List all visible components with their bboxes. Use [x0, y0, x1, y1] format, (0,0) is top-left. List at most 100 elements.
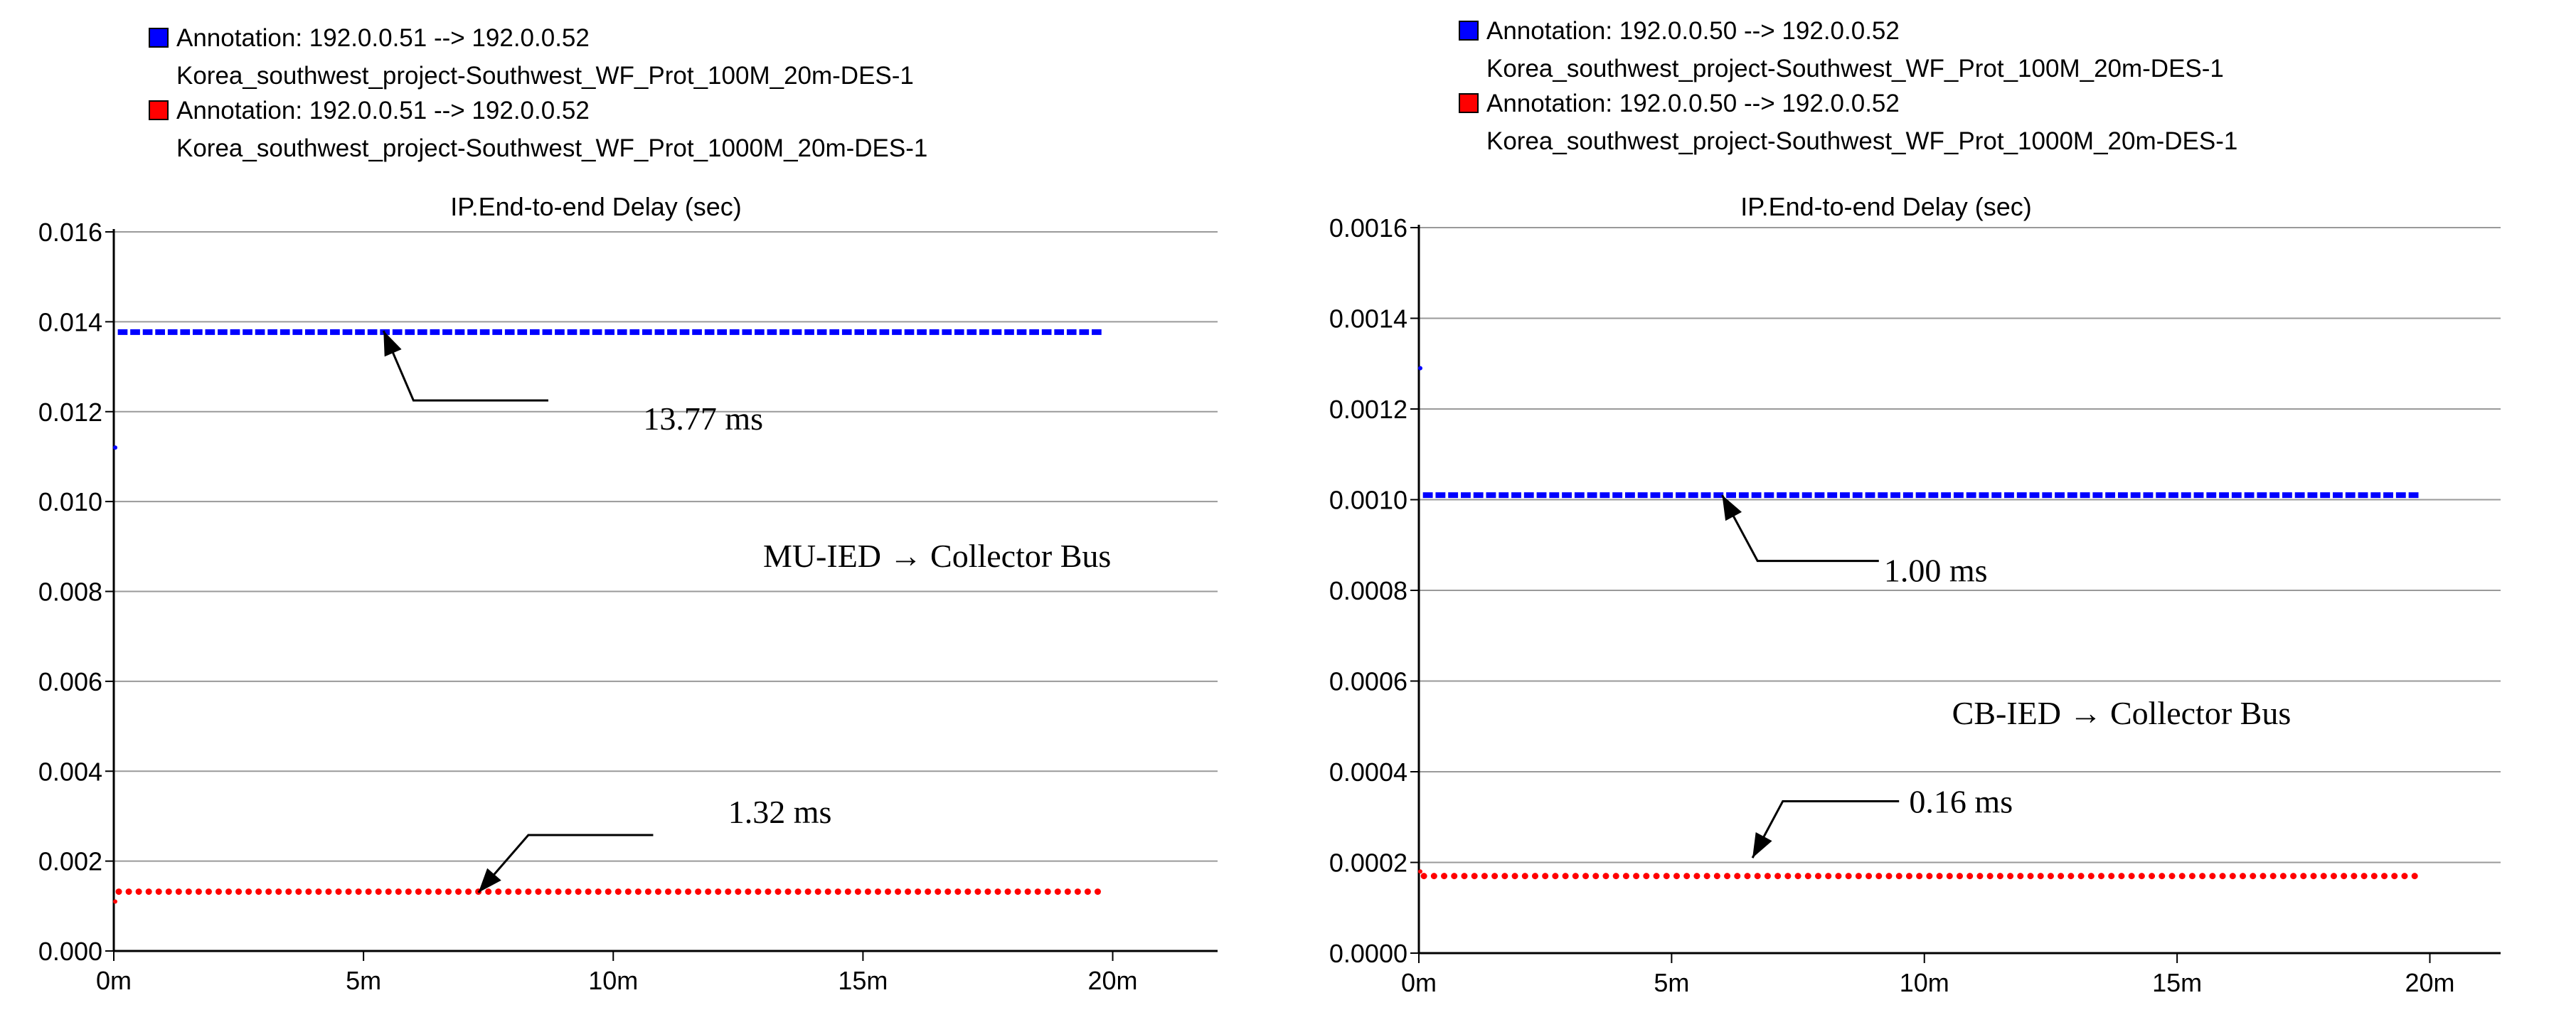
series-0-point	[1536, 492, 1547, 499]
series-1-point	[935, 888, 942, 896]
series-1-point	[365, 888, 372, 896]
series-1-point	[984, 888, 991, 896]
series-0-point	[442, 329, 452, 335]
series-0-point	[1827, 492, 1838, 499]
series-0-point	[1486, 492, 1496, 499]
series-1-point	[854, 888, 861, 896]
series-0-point	[829, 329, 840, 335]
series-prot-100m	[113, 329, 1102, 450]
series-1-point	[565, 888, 572, 896]
series-0-point	[2320, 492, 2331, 499]
series-1-point	[1875, 873, 1883, 880]
series-0-point	[130, 329, 140, 335]
series-1-point	[695, 888, 702, 896]
y-tick-label-0: 0.0000	[1329, 939, 1407, 968]
x-tick-label-1: 5m	[1654, 968, 1689, 997]
series-1-initial-point	[113, 899, 117, 904]
series-0-point	[2294, 492, 2305, 499]
series-0-point	[2016, 492, 2027, 499]
annotation-arrowhead-0	[1722, 495, 1742, 521]
series-1-point	[874, 888, 881, 896]
series-1-point	[844, 888, 851, 896]
series-1-point	[1814, 873, 1821, 880]
y-tick-label-8: 0.0016	[1329, 213, 1407, 243]
series-0-point	[467, 329, 477, 335]
series-0-point	[1054, 329, 1065, 335]
series-0-point	[2130, 492, 2141, 499]
series-0-point	[767, 329, 777, 335]
chart-mu-ied-delay: Annotation: 192.0.0.51 --> 192.0.0.52 Kor…	[38, 24, 1218, 995]
series-1-point	[1451, 873, 1458, 880]
series-1-point	[1713, 873, 1720, 880]
series-0-point	[1915, 492, 1926, 499]
series-0-point	[2244, 492, 2255, 499]
series-1-point	[1835, 873, 1842, 880]
series-0-point	[1789, 492, 1799, 499]
series-0-point	[867, 329, 877, 335]
y-tick-label-5: 0.0010	[1329, 486, 1407, 515]
series-1-point	[125, 888, 132, 896]
series-0-point	[1966, 492, 1976, 499]
series-0-point	[230, 329, 240, 335]
y-tick-label-4: 0.0008	[1329, 576, 1407, 605]
series-0-point	[2168, 492, 2178, 499]
series-0-point	[267, 329, 277, 335]
series-0-point	[1600, 492, 1610, 499]
series-1-point	[1552, 873, 1559, 880]
series-0-point	[854, 329, 865, 335]
series-0-point	[180, 329, 191, 335]
series-1-point	[2381, 873, 2388, 880]
series-1-point	[1044, 888, 1051, 896]
series-0-point	[1688, 492, 1698, 499]
series-prot-1000m	[113, 888, 1101, 904]
series-0-point	[1777, 492, 1787, 499]
series-0-point	[1751, 492, 1762, 499]
series-1-point	[1957, 873, 1963, 880]
y-tick-label-2: 0.004	[38, 757, 102, 786]
series-1-point	[1744, 873, 1751, 880]
series-1-point	[1441, 873, 1448, 880]
series-0-point	[2269, 492, 2280, 499]
series-1-point	[345, 888, 352, 896]
series-1-point	[1885, 873, 1893, 880]
y-tick-label-6: 0.0012	[1329, 395, 1407, 424]
series-0-point	[142, 329, 153, 335]
series-1-point	[2229, 873, 2236, 880]
series-1-point	[814, 888, 821, 896]
series-1-point	[275, 888, 282, 896]
series-0-point	[617, 329, 627, 335]
series-0-point	[1865, 492, 1875, 499]
series-1-point	[415, 888, 422, 896]
series-1-point	[2240, 873, 2247, 880]
y-tick-label-2: 0.0004	[1329, 758, 1407, 787]
series-1-point	[944, 888, 952, 896]
legend-entry-0-line2: Korea_southwest_project-Southwest_WF_Pro…	[1486, 55, 2224, 83]
series-1-point	[1521, 873, 1528, 880]
series-1-point	[1084, 888, 1091, 896]
chart-title: IP.End-to-end Delay (sec)	[1740, 192, 2032, 221]
series-0-point	[704, 329, 715, 335]
series-1-point	[1004, 888, 1011, 896]
series-1-point	[1024, 888, 1031, 896]
legend-swatch-0	[149, 28, 169, 48]
series-0-point	[1991, 492, 2002, 499]
series-0-point	[1549, 492, 1560, 499]
series-1-point	[2077, 873, 2085, 880]
series-0-point	[1448, 492, 1459, 499]
series-1-point	[1542, 873, 1549, 880]
series-0-point	[1663, 492, 1673, 499]
series-0-point	[2029, 492, 2040, 499]
legend-entry-1-line1: Annotation: 192.0.0.50 --> 192.0.0.52	[1486, 90, 1900, 117]
series-1-point	[654, 888, 661, 896]
series-1-point	[255, 888, 262, 896]
series-1-point	[1592, 873, 1600, 880]
series-1-point	[585, 888, 592, 896]
series-1-point	[515, 888, 522, 896]
series-0-point	[654, 329, 665, 335]
series-1-point	[794, 888, 802, 896]
series-1-point	[135, 888, 142, 896]
series-1-point	[1774, 873, 1782, 880]
series-1-point	[1501, 873, 1508, 880]
series-0-point	[967, 329, 977, 335]
